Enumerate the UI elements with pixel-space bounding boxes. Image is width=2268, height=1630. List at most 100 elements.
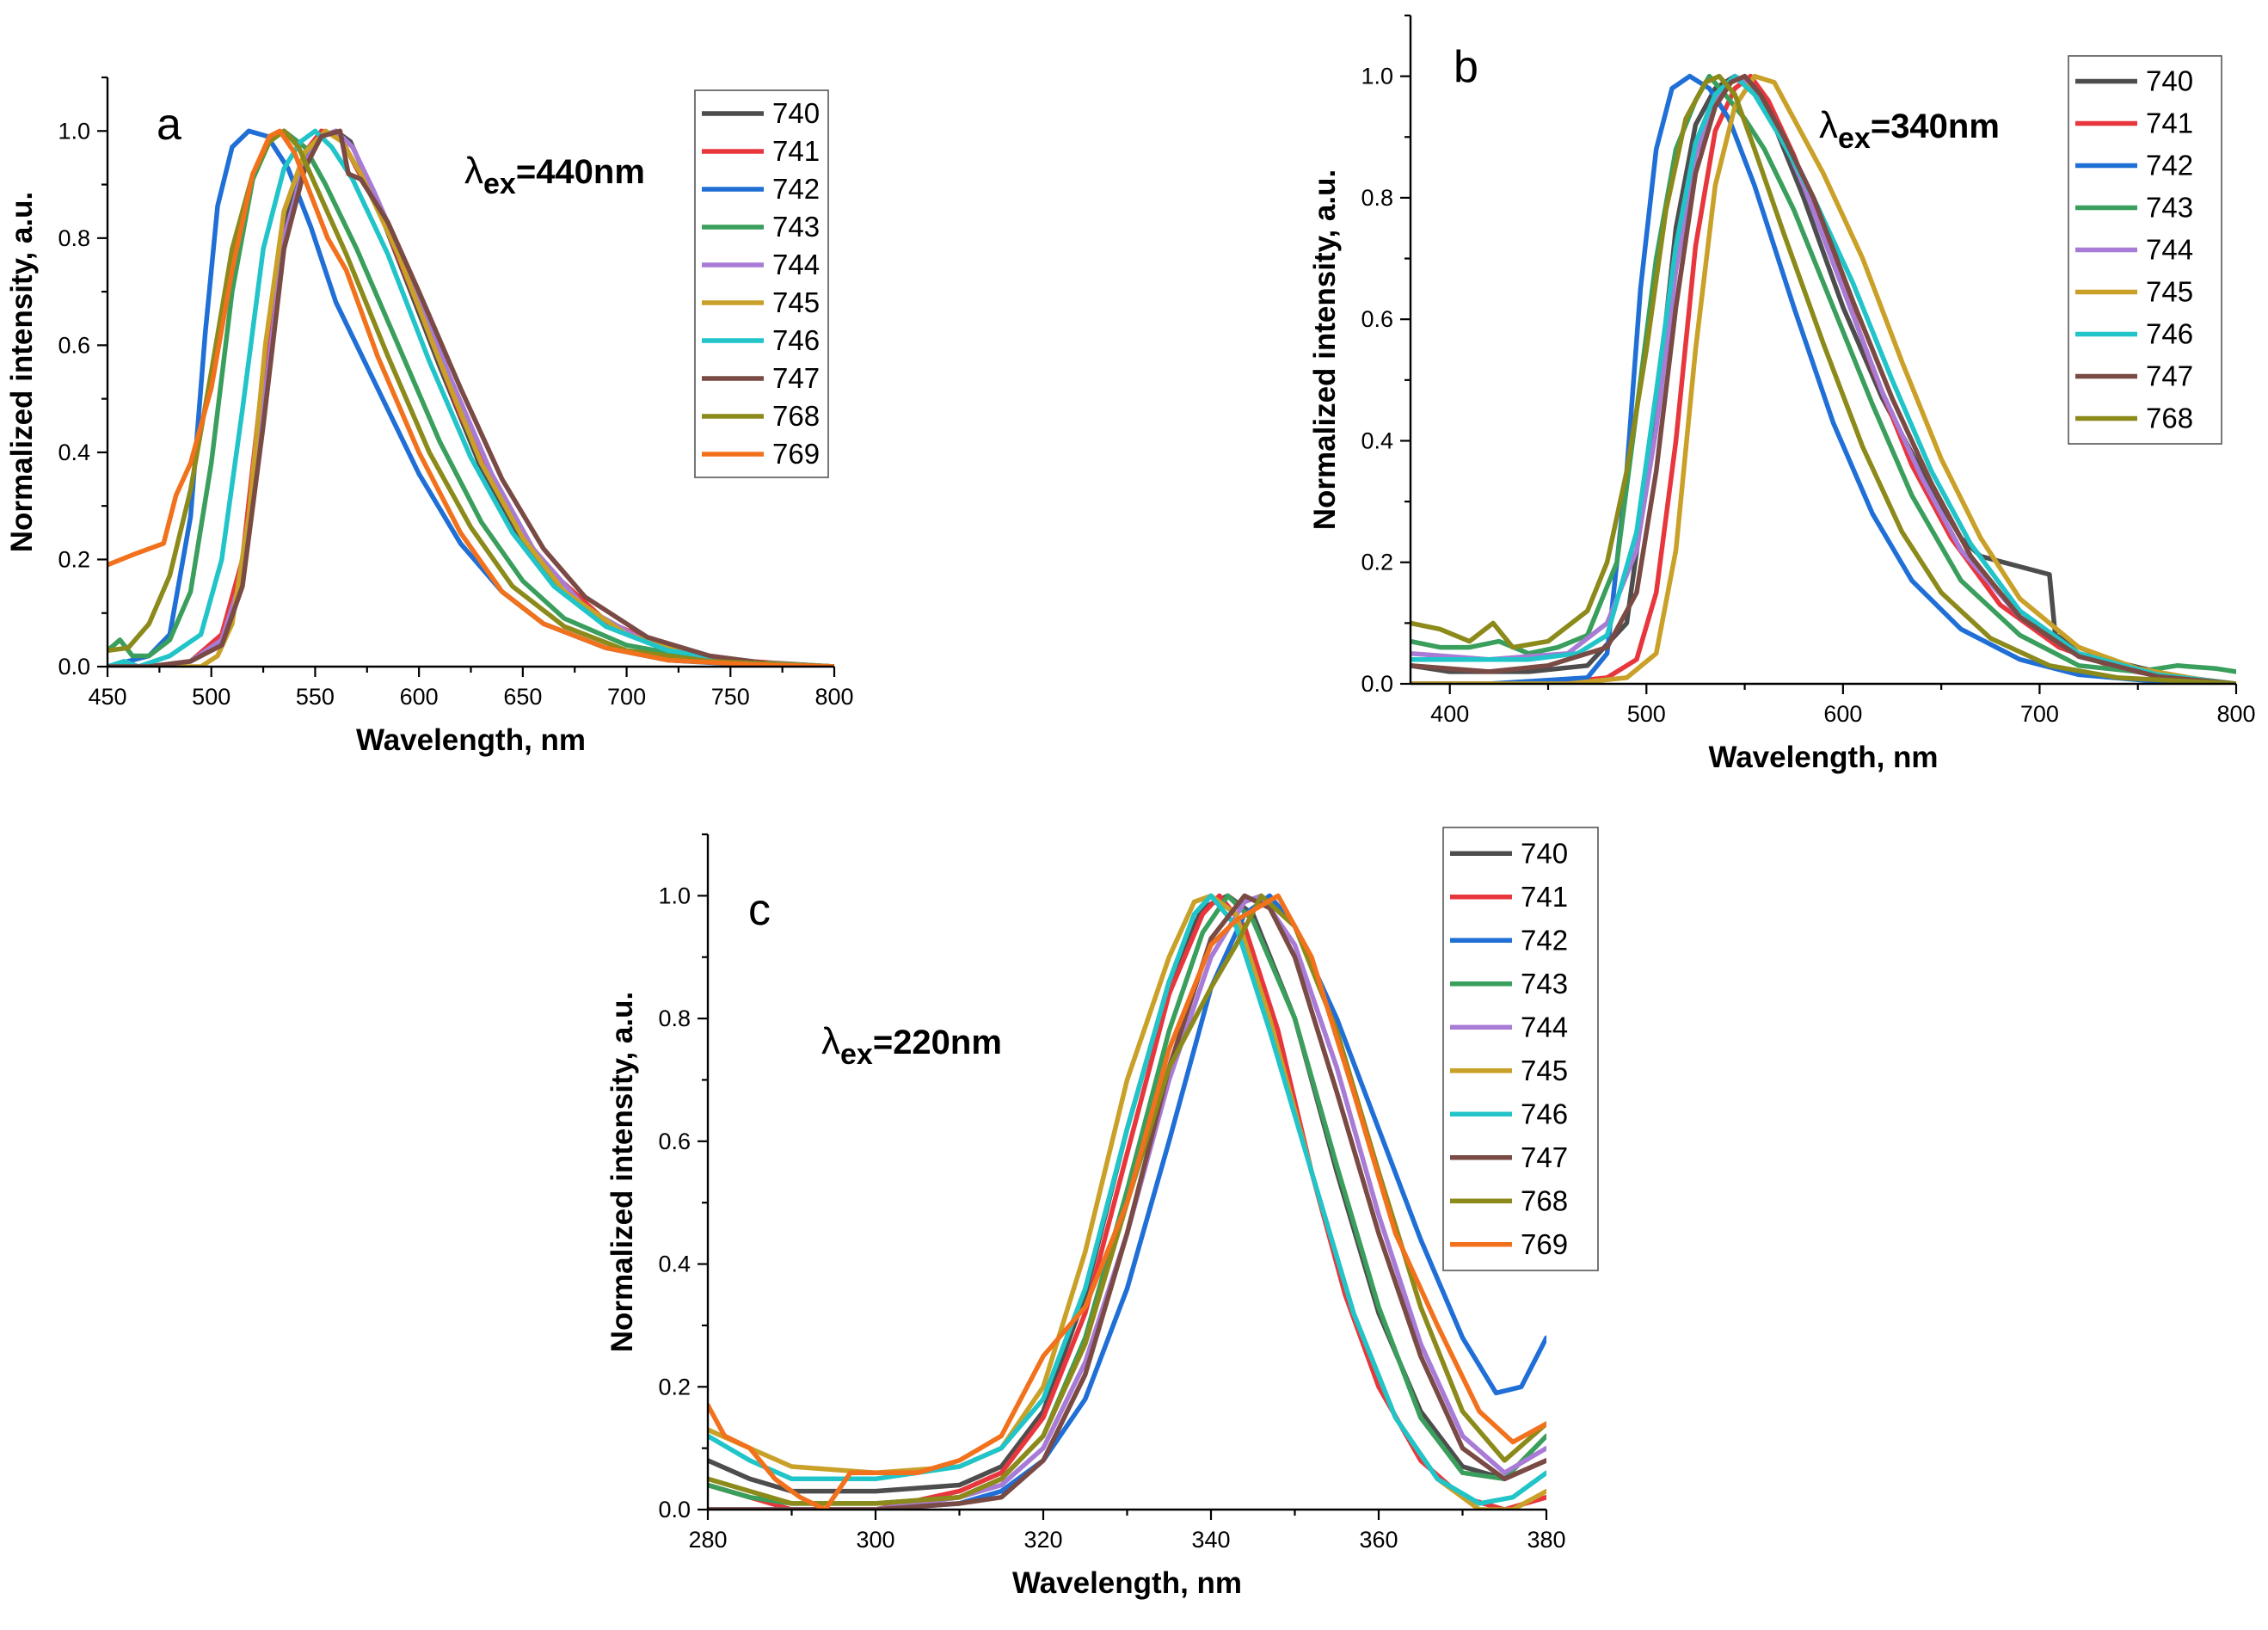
legend-label-740: 740 bbox=[2146, 65, 2193, 97]
y-tick-label: 0.2 bbox=[1361, 550, 1393, 575]
x-tick-label: 600 bbox=[400, 684, 439, 710]
x-tick-label: 300 bbox=[856, 1527, 894, 1553]
series-line-768 bbox=[1411, 73, 2236, 684]
excitation-label: λex=340nm bbox=[1819, 104, 2000, 155]
legend-label-740: 740 bbox=[1521, 837, 1568, 869]
y-axis-title: Normalized intensity, a.u. bbox=[1308, 169, 1342, 530]
legend-label-747: 747 bbox=[1521, 1141, 1568, 1173]
legend-label-769: 769 bbox=[772, 438, 820, 470]
series-line-747 bbox=[108, 128, 834, 667]
y-tick-label: 0.0 bbox=[1361, 671, 1393, 697]
x-tick-label: 450 bbox=[88, 684, 126, 710]
excitation-label: λex=440nm bbox=[464, 150, 645, 200]
legend-label-743: 743 bbox=[772, 211, 820, 243]
y-tick-label: 0.4 bbox=[58, 440, 90, 465]
legend-label-745: 745 bbox=[2146, 276, 2193, 308]
series-line-769 bbox=[108, 128, 834, 667]
legend: 740 741 742 743 744 745 746 747 768 bbox=[2068, 55, 2222, 445]
legend: 740 741 742 743 744 745 746 747 768 769 bbox=[1442, 827, 1599, 1271]
y-tick-label: 0.0 bbox=[58, 654, 90, 680]
x-tick-label: 600 bbox=[1823, 701, 1862, 727]
x-tick-label: 800 bbox=[814, 684, 853, 710]
legend-label-744: 744 bbox=[1521, 1011, 1568, 1043]
x-tick-label: 360 bbox=[1359, 1527, 1398, 1553]
x-tick-label: 800 bbox=[2216, 701, 2255, 727]
x-tick-label: 280 bbox=[688, 1527, 727, 1553]
y-tick-label: 0.6 bbox=[1361, 306, 1393, 332]
legend-label-741: 741 bbox=[772, 135, 820, 167]
series-line-742 bbox=[1411, 73, 2236, 684]
x-axis-title: Wavelength, nm bbox=[356, 723, 586, 757]
x-tick-label: 500 bbox=[1627, 701, 1666, 727]
x-tick-label: 400 bbox=[1430, 701, 1469, 727]
legend-label-742: 742 bbox=[772, 173, 820, 205]
legend-label-743: 743 bbox=[2146, 192, 2193, 224]
y-axis-title: Normalized intensity, a.u. bbox=[5, 192, 39, 552]
y-axis-title: Normalized intensity, a.u. bbox=[605, 992, 639, 1352]
series-line-747 bbox=[708, 893, 1546, 1510]
legend-label-745: 745 bbox=[772, 286, 820, 318]
legend-box bbox=[1442, 827, 1599, 1271]
series-line-746 bbox=[108, 128, 834, 667]
y-tick-label: 0.8 bbox=[658, 1006, 691, 1031]
series-line-746 bbox=[1411, 73, 2236, 684]
series-line-745 bbox=[1411, 73, 2236, 684]
x-tick-label: 650 bbox=[503, 684, 542, 710]
y-tick-label: 0.0 bbox=[658, 1497, 691, 1522]
legend-label-768: 768 bbox=[772, 400, 820, 432]
legend-label-741: 741 bbox=[2146, 108, 2193, 139]
chart-panel-b: 400 500 600 700 800 0.0 0.2 0.4 0.6 0.8 1.0 Wavelen… bbox=[1308, 14, 2256, 774]
legend-label-742: 742 bbox=[1521, 924, 1568, 956]
legend-label-747: 747 bbox=[2146, 360, 2193, 392]
y-tick-label: 0.8 bbox=[58, 225, 90, 251]
x-axis-title: Wavelength, nm bbox=[1012, 1566, 1242, 1600]
y-tick-label: 0.2 bbox=[58, 546, 90, 572]
y-tick-label: 0.2 bbox=[658, 1374, 691, 1399]
legend-label-769: 769 bbox=[1521, 1228, 1568, 1260]
y-tick-label: 0.6 bbox=[658, 1129, 691, 1154]
x-tick-label: 700 bbox=[2020, 701, 2059, 727]
series-line-768 bbox=[708, 893, 1546, 1506]
series-lines bbox=[108, 128, 834, 667]
y-tick-label: 1.0 bbox=[1361, 64, 1393, 89]
y-tick-label: 0.6 bbox=[58, 332, 90, 358]
x-tick-label: 500 bbox=[192, 684, 230, 710]
series-line-744 bbox=[108, 128, 834, 667]
legend-label-746: 746 bbox=[772, 324, 820, 356]
legend-label-744: 744 bbox=[2146, 234, 2193, 266]
x-tick-label: 750 bbox=[711, 684, 750, 710]
legend-label-744: 744 bbox=[772, 249, 820, 280]
legend-label-745: 745 bbox=[1521, 1055, 1568, 1086]
series-lines bbox=[1411, 73, 2236, 684]
legend-label-746: 746 bbox=[1521, 1098, 1568, 1129]
y-tick-label: 1.0 bbox=[658, 883, 691, 908]
x-tick-label: 340 bbox=[1191, 1527, 1230, 1553]
legend-label-746: 746 bbox=[2146, 318, 2193, 350]
y-tick-label: 1.0 bbox=[58, 118, 90, 144]
legend: 740 741 742 743 744 745 746 747 768 769 bbox=[694, 89, 829, 478]
y-tick-label: 0.8 bbox=[1361, 185, 1393, 211]
legend-label-768: 768 bbox=[2146, 403, 2193, 434]
x-axis-title: Wavelength, nm bbox=[1708, 741, 1938, 774]
x-tick-label: 550 bbox=[296, 684, 335, 710]
x-tick-label: 700 bbox=[607, 684, 646, 710]
series-lines bbox=[708, 893, 1546, 1510]
excitation-label: λex=220nm bbox=[821, 1020, 1002, 1071]
panel-letter: b bbox=[1454, 42, 1478, 92]
legend-label-747: 747 bbox=[772, 362, 820, 394]
series-line-769 bbox=[708, 893, 1546, 1510]
y-tick-label: 0.4 bbox=[1361, 427, 1393, 453]
chart-panel-c: 280 300 320 340 360 380 0.0 0.2 0.4 0.6 0.8 1.0 Wave… bbox=[605, 827, 1599, 1600]
y-tick-label: 0.4 bbox=[658, 1252, 691, 1277]
x-tick-label: 320 bbox=[1023, 1527, 1062, 1553]
panel-letter: c bbox=[748, 885, 771, 935]
panel-letter: a bbox=[157, 100, 181, 150]
chart-panel-a: 450 500 550 600 650 700 750 800 0.0 0.2 0.4 0.6 0.8 1… bbox=[5, 76, 854, 757]
legend-label-768: 768 bbox=[1521, 1184, 1568, 1216]
legend-label-741: 741 bbox=[1521, 881, 1568, 913]
legend-label-740: 740 bbox=[772, 97, 820, 129]
legend-label-743: 743 bbox=[1521, 968, 1568, 1000]
x-tick-label: 380 bbox=[1527, 1527, 1565, 1553]
series-line-747 bbox=[1411, 73, 2236, 684]
